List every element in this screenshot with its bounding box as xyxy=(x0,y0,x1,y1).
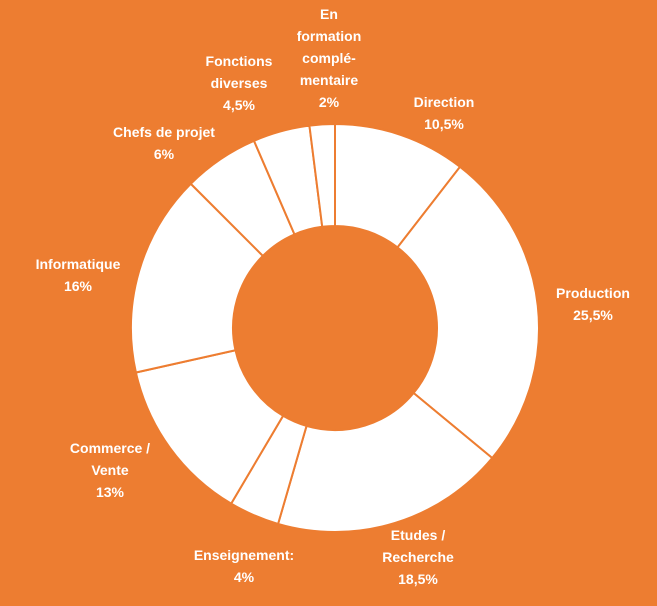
slice-label-8: En formation complé-mentaire 2% xyxy=(297,6,362,110)
slice-label-line-6-0: Chefs de projet xyxy=(113,124,215,140)
slice-label-6: Chefs de projet 6% xyxy=(113,124,215,162)
slice-value-2: 18,5% xyxy=(398,571,438,587)
slice-label-line-7-0: Fonctions xyxy=(206,53,273,69)
slice-label-line-8-3: mentaire xyxy=(300,72,359,88)
slice-value-7: 4,5% xyxy=(223,97,255,113)
slice-label-3: Enseignement: 4% xyxy=(194,547,294,585)
labels-group: Direction 10,5% Production 25,5% Etudes / Rec… xyxy=(36,6,630,587)
slice-8 xyxy=(308,122,336,228)
slice-value-6: 6% xyxy=(154,146,175,162)
slice-label-line-2-1: Recherche xyxy=(382,549,454,565)
slice-label-line-8-0: En xyxy=(320,6,338,22)
slice-value-3: 4% xyxy=(234,569,255,585)
slice-value-8: 2% xyxy=(319,94,340,110)
slice-1 xyxy=(396,165,540,460)
slice-value-5: 16% xyxy=(64,278,93,294)
slice-value-0: 10,5% xyxy=(424,116,464,132)
slice-label-line-8-1: formation xyxy=(297,28,362,44)
slice-label-line-8-2: complé- xyxy=(302,50,356,66)
slice-value-1: 25,5% xyxy=(573,307,613,323)
slice-value-4: 13% xyxy=(96,484,125,500)
slice-label-line-3-0: Enseignement: xyxy=(194,547,294,563)
slice-label-line-7-1: diverses xyxy=(211,75,268,91)
slice-label-5: Informatique 16% xyxy=(36,256,121,294)
slice-2 xyxy=(276,391,494,533)
slice-4 xyxy=(134,349,285,505)
slice-label-line-2-0: Etudes / xyxy=(391,527,446,543)
slices-group xyxy=(129,122,540,533)
slice-5 xyxy=(129,182,265,374)
slice-label-line-4-1: Vente xyxy=(91,462,129,478)
slice-label-4: Commerce / Vente 13% xyxy=(70,440,150,500)
slice-label-7: Fonctions diverses 4,5% xyxy=(206,53,273,113)
slice-label-line-0-0: Direction xyxy=(414,94,475,110)
slice-label-line-5-0: Informatique xyxy=(36,256,121,272)
slice-label-line-1-0: Production xyxy=(556,285,630,301)
slice-label-1: Production 25,5% xyxy=(556,285,630,323)
slice-label-0: Direction 10,5% xyxy=(414,94,475,132)
slice-label-2: Etudes / Recherche 18,5% xyxy=(382,527,454,587)
slice-label-line-4-0: Commerce / xyxy=(70,440,150,456)
